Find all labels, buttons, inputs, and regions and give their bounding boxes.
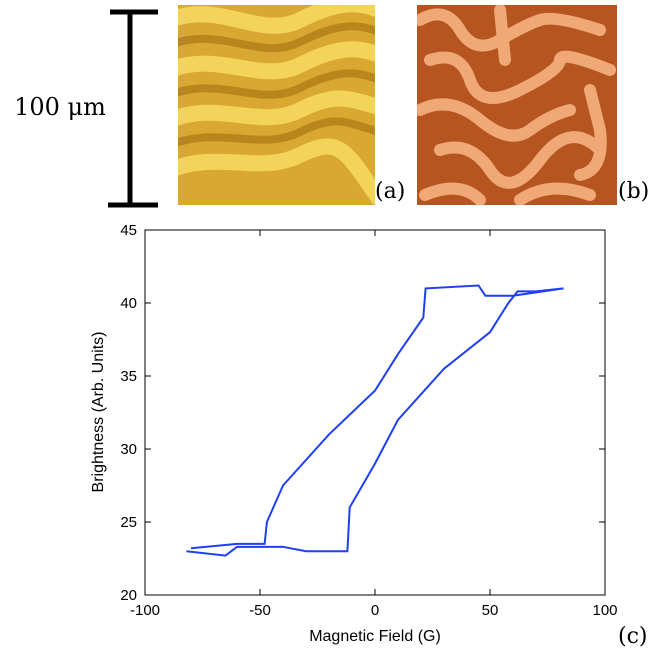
x-tick-label: -50 — [249, 602, 271, 619]
x-tick-label: 100 — [592, 602, 617, 619]
x-tick-label: 50 — [482, 602, 499, 619]
y-tick-label: 45 — [120, 222, 137, 239]
panel-label: (b) — [618, 179, 649, 204]
y-tick-label: 35 — [120, 368, 137, 385]
scale-bar — [108, 12, 158, 205]
x-axis-label: Magnetic Field (G) — [309, 628, 441, 645]
y-tick-label: 30 — [120, 441, 137, 458]
x-tick-label: -100 — [130, 602, 160, 619]
y-tick-label: 25 — [120, 514, 137, 531]
image-b — [417, 5, 617, 205]
y-axis-label: Brightness (Arb. Units) — [90, 332, 107, 493]
data-line — [186, 285, 563, 555]
image-a — [170, 4, 390, 205]
figure: 100 μm (a) (b) (c) Magnetic Fi — [0, 0, 659, 654]
y-tick-label: 20 — [120, 587, 137, 604]
x-tick-label: 0 — [371, 602, 379, 619]
y-tick-label: 40 — [120, 295, 137, 312]
panel-label: (a) — [375, 179, 405, 204]
panel-label: (c) — [618, 624, 648, 649]
scale-label: 100 μm — [14, 93, 106, 121]
plot-frame — [145, 230, 605, 595]
